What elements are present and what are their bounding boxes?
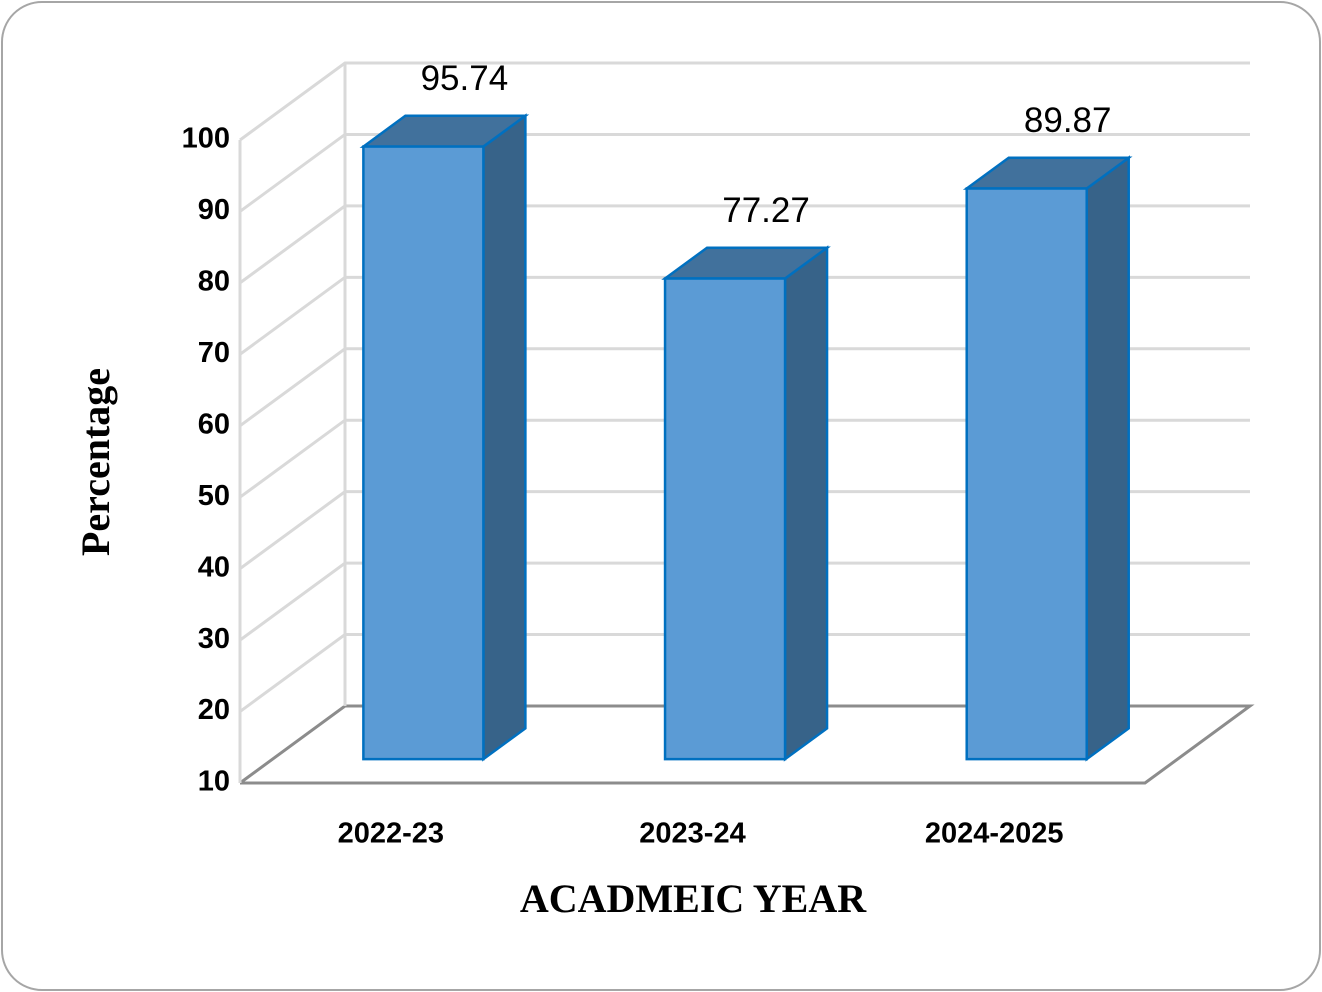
y-tick-label: 70 (198, 337, 230, 369)
value-label: 77.27 (722, 191, 810, 230)
y-tick-label: 30 (198, 623, 230, 655)
y-axis-title: Percentage (73, 368, 118, 556)
x-axis-title: ACADMEIC YEAR (520, 876, 867, 921)
y-tick-label: 10 (198, 766, 230, 798)
bar-side (1085, 155, 1130, 762)
bar (362, 145, 485, 761)
y-tick-label: 100 (182, 123, 230, 155)
y-tick-label: 20 (198, 694, 230, 726)
y-tick-label: 90 (198, 194, 230, 226)
floor (239, 704, 1255, 785)
y-tick-label: 40 (198, 551, 230, 583)
bar (965, 187, 1088, 761)
y-tick-label: 60 (198, 408, 230, 440)
x-tick-label: 2023-24 (639, 818, 745, 850)
value-label: 89.87 (1024, 101, 1112, 140)
y-tick-label: 50 (198, 480, 230, 512)
value-label: 95.74 (421, 59, 509, 98)
x-tick-label: 2022-23 (338, 818, 444, 850)
y-tick-label: 80 (198, 266, 230, 298)
bar-side (482, 113, 527, 762)
x-tick-label: 2024-2025 (925, 818, 1064, 850)
bar-side (783, 245, 829, 762)
bar (663, 277, 787, 761)
